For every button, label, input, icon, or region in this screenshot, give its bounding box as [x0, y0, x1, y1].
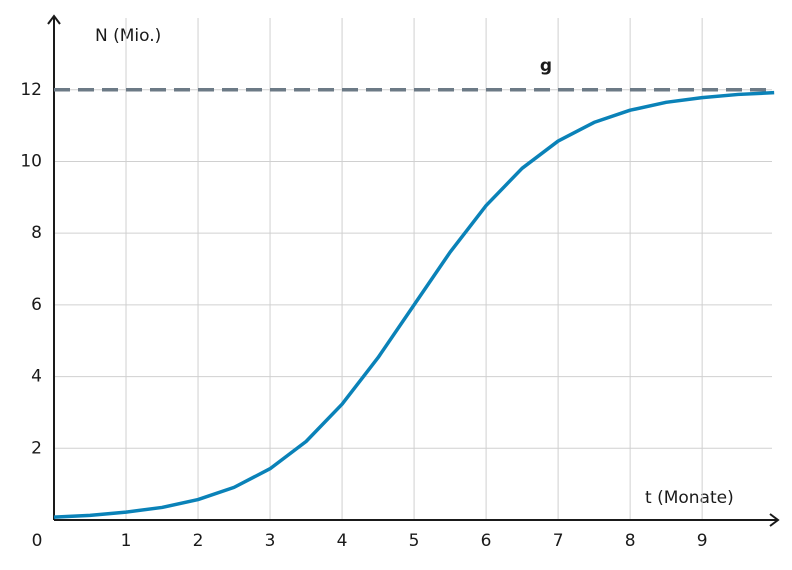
y-tick-label: 4: [31, 367, 42, 387]
x-tick-label: 4: [337, 531, 348, 551]
data-line: [53, 90, 775, 519]
x-tick-label: 5: [409, 531, 420, 551]
x-tick-label: 2: [193, 531, 204, 551]
y-tick-label: 8: [31, 223, 42, 243]
x-tick-label: 9: [697, 531, 708, 551]
y-tick-label: 6: [31, 295, 42, 315]
x-axis-arrow: [769, 513, 780, 527]
x-tick-label: 3: [265, 531, 276, 551]
x-tick-label: 6: [481, 531, 492, 551]
y-tick-label: 2: [31, 438, 42, 458]
y-axis-arrow: [47, 14, 61, 25]
x-tick-label: 1: [121, 531, 132, 551]
y-axis-label: N (Mio.): [95, 26, 161, 46]
y-tick-label: 10: [20, 151, 42, 171]
x-tick-label: 0: [32, 531, 43, 551]
x-tick-label: 8: [625, 531, 636, 551]
y-tick-label: 12: [20, 80, 42, 100]
x-axis-label: t (Monate): [645, 488, 734, 508]
x-tick-label: 7: [553, 531, 564, 551]
asymptote-label: g: [540, 56, 552, 76]
